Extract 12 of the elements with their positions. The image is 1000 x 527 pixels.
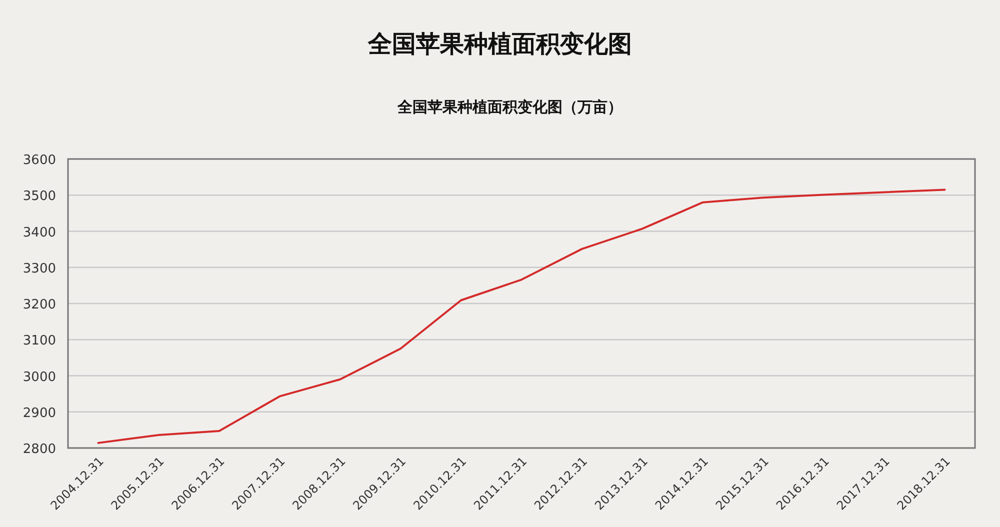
y-tick-label: 2900	[22, 406, 56, 421]
y-tick-label: 3500	[22, 189, 56, 204]
y-tick-label: 2800	[22, 442, 56, 457]
y-tick-label: 3200	[22, 298, 56, 312]
y-tick-label: 3400	[22, 225, 56, 240]
y-tick-label: 3300	[22, 261, 56, 276]
y-tick-label: 3000	[22, 370, 56, 385]
chart-subtitle: 全国苹果种植面积变化图（万亩）	[396, 98, 622, 116]
chart-title: 全国苹果种植面积变化图	[367, 30, 632, 58]
y-tick-label: 3100	[22, 334, 56, 349]
y-tick-label: 3600	[22, 153, 56, 168]
line-series	[97, 188, 946, 444]
